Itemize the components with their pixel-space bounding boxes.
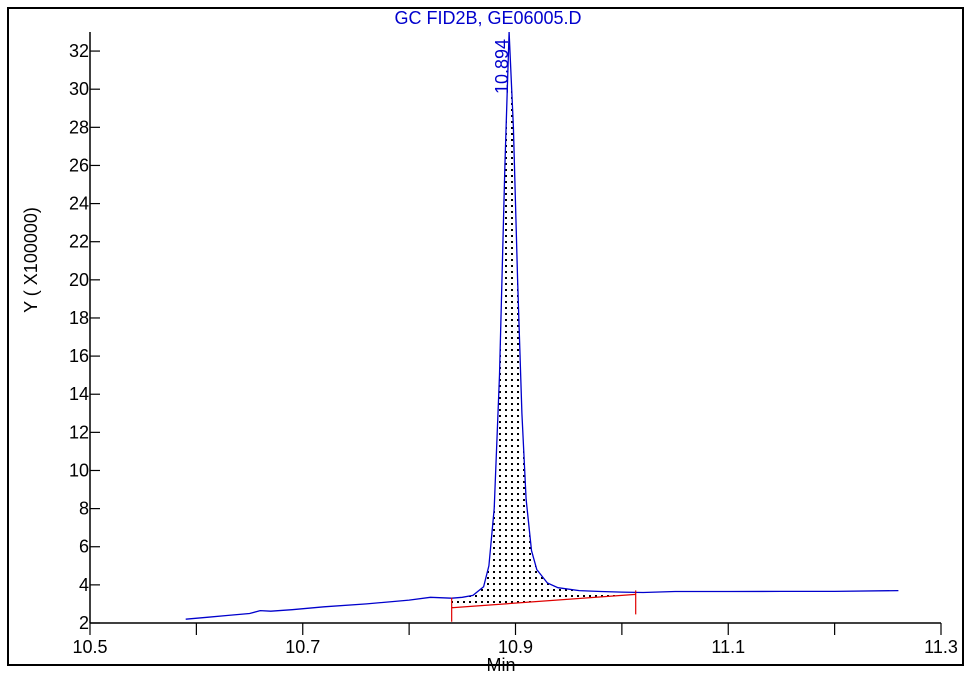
y-tick-label: 26 — [69, 155, 89, 175]
x-ticks: 10.5 10.7 10.9 11.1 11.3 — [72, 623, 958, 657]
peak-area — [451, 32, 636, 608]
y-tick-label: 12 — [69, 422, 89, 442]
chart-frame — [7, 7, 964, 666]
y-tick-label: 2 — [79, 613, 89, 633]
integration-baseline — [451, 590, 637, 622]
y-tick-label: 14 — [69, 384, 89, 404]
peak-area-fill — [451, 32, 636, 608]
y-tick-label: 30 — [69, 79, 89, 99]
signal-line — [185, 31, 899, 620]
x-tick-label: 10.9 — [498, 637, 533, 657]
peak-retention-label: 10.894 — [492, 39, 512, 94]
y-tick-label: 24 — [69, 194, 89, 214]
y-tick-label: 28 — [69, 117, 89, 137]
signal-trace — [185, 31, 899, 620]
x-tick-label: 11.1 — [711, 637, 745, 657]
x-axis-title: Min — [486, 655, 515, 675]
baseline-line — [451, 593, 636, 609]
y-tick-label: 8 — [79, 499, 89, 519]
y-tick-label: 20 — [69, 270, 89, 290]
x-tick-label: 10.5 — [72, 637, 107, 657]
y-tick-label: 22 — [69, 232, 89, 252]
y-tick-label: 4 — [79, 575, 89, 595]
chart-title: GC FID2B, GE06005.D — [394, 8, 581, 28]
x-tick-label: 11.3 — [924, 637, 958, 657]
y-tick-label: 32 — [69, 41, 89, 61]
x-tick-label: 10.7 — [285, 637, 320, 657]
y-tick-label: 6 — [79, 537, 89, 557]
y-tick-label: 18 — [69, 308, 89, 328]
y-tick-label: 10 — [69, 460, 89, 480]
y-tick-label: 16 — [69, 346, 89, 366]
y-axis-title: Y ( X100000) — [21, 207, 41, 313]
